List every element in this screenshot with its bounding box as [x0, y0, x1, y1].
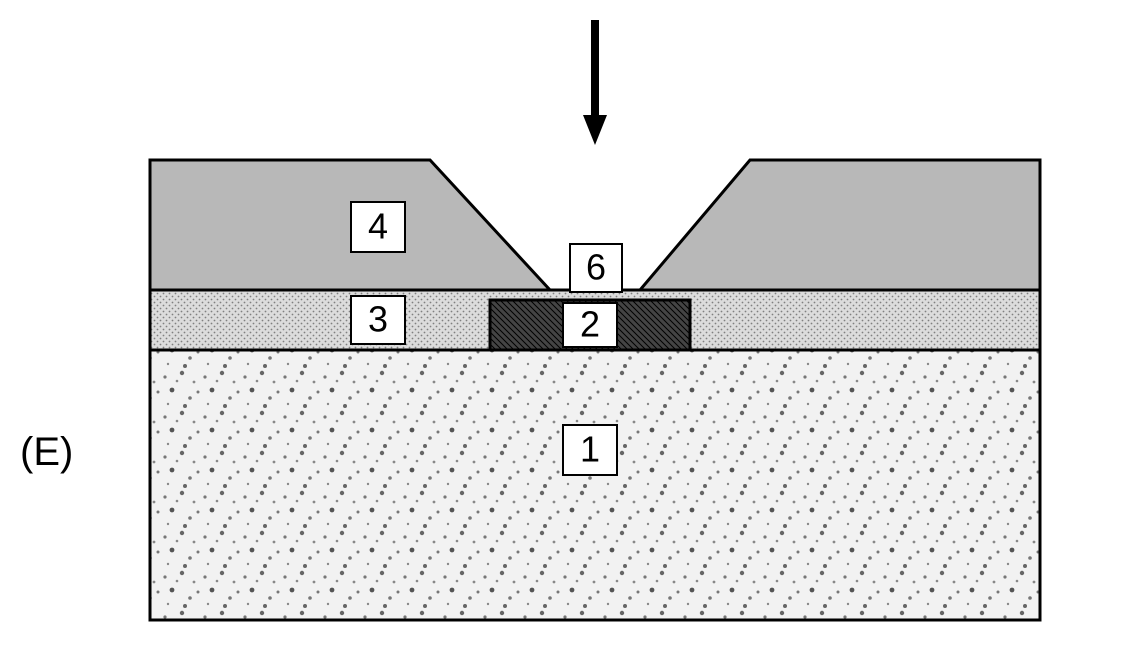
region-1-substrate [150, 350, 1040, 620]
label-text-6: 6 [586, 247, 606, 288]
label-text-4: 4 [368, 206, 388, 247]
layer-stack [150, 160, 1040, 620]
cross-section-diagram: 1 2 3 4 6 [120, 10, 1080, 640]
panel-label: (E) [20, 430, 73, 475]
down-arrow [583, 20, 607, 145]
label-text-2: 2 [580, 304, 600, 345]
arrow-shaft [591, 20, 599, 119]
label-text-1: 1 [580, 429, 600, 470]
label-text-3: 3 [368, 299, 388, 340]
arrow-head [583, 115, 607, 145]
region-4-right [640, 160, 1040, 290]
